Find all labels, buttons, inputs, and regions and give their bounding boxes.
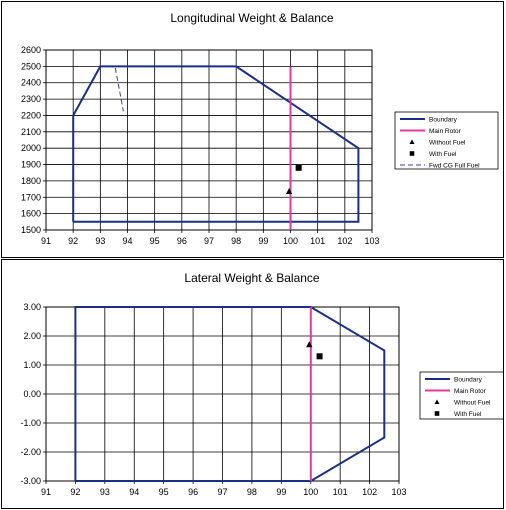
legend: Boundary Main Rotor Without Fuel With Fuel F… — [394, 111, 499, 170]
y-tick-label: 2400 — [21, 78, 41, 88]
plot-area-frame — [45, 49, 373, 231]
with-fuel-point — [316, 353, 323, 360]
longitudinal-chart: Longitudinal Weight & Balance 91 92 93 94 95 9… — [21, 11, 499, 246]
x-tick-label: 101 — [333, 487, 348, 497]
x-tick-label: 97 — [204, 236, 214, 246]
y-tick-label: 2300 — [21, 94, 41, 104]
x-tick-label: 94 — [129, 487, 139, 497]
x-tick-label: 95 — [159, 487, 169, 497]
x-tick-label: 94 — [122, 236, 132, 246]
y-tick-label: 2100 — [21, 127, 41, 137]
legend-swatch-with-fuel — [409, 151, 415, 156]
x-tick-label: 95 — [150, 236, 160, 246]
legend: Boundary Main Rotor Without Fuel With Fuel — [419, 371, 503, 420]
x-tick-label: 102 — [337, 236, 352, 246]
legend-label-main-rotor: Main Rotor — [429, 128, 462, 135]
x-tick-label: 93 — [95, 236, 105, 246]
x-tick-label: 99 — [258, 236, 268, 246]
legend-label-fwd-cg-full-fuel: Fwd CG Full Fuel — [429, 162, 480, 169]
x-tick-label: 97 — [217, 487, 227, 497]
x-tick-label: 103 — [364, 236, 379, 246]
x-tick-label: 93 — [100, 487, 110, 497]
legend-label-boundary: Boundary — [429, 116, 458, 123]
y-tick-label: 1700 — [21, 192, 41, 202]
y-tick-label: 1.00 — [23, 360, 41, 370]
legend-swatch-without-fuel — [434, 399, 440, 404]
y-tick-label: 1500 — [21, 225, 41, 235]
x-tick-label: 98 — [231, 236, 241, 246]
y-tick-label: 3.00 — [23, 302, 41, 312]
legend-label-with-fuel: With Fuel — [454, 411, 482, 418]
x-tick-label: 100 — [303, 487, 318, 497]
lateral-chart: Lateral Weight & Balance 91 92 93 94 95 96 97 98… — [20, 271, 503, 497]
y-tick-label: 2600 — [21, 45, 41, 55]
chart-title: Longitudinal Weight & Balance — [170, 11, 334, 25]
legend-label-with-fuel: With Fuel — [429, 151, 457, 158]
x-tick-label: 91 — [41, 236, 51, 246]
without-fuel-point — [285, 188, 293, 195]
x-tick-label: 102 — [362, 487, 377, 497]
x-tick-label: 92 — [70, 487, 80, 497]
legend-swatch-without-fuel — [409, 139, 415, 144]
legend-label-main-rotor: Main Rotor — [454, 388, 487, 395]
boundary-series-line — [72, 65, 360, 223]
y-tick-label: 2.00 — [23, 331, 41, 341]
chart-title: Lateral Weight & Balance — [184, 271, 320, 285]
y-tick-label: -3.00 — [20, 476, 41, 486]
lateral-chart-panel: Lateral Weight & Balance 91 92 93 94 95 96 97 98… — [1, 259, 504, 509]
y-tick-label: -1.00 — [20, 418, 41, 428]
x-tick-label: 101 — [310, 236, 325, 246]
x-tick-label: 91 — [41, 487, 51, 497]
legend-label-boundary: Boundary — [454, 376, 483, 383]
legend-label-without-fuel: Without Fuel — [429, 139, 466, 146]
y-tick-label: 1600 — [21, 209, 41, 219]
x-tick-label: 99 — [276, 487, 286, 497]
with-fuel-point — [295, 164, 302, 171]
x-tick-label: 98 — [247, 487, 257, 497]
x-tick-label: 96 — [188, 487, 198, 497]
y-tick-label: 2200 — [21, 110, 41, 120]
x-tick-label: 100 — [283, 236, 298, 246]
x-tick-label: 103 — [391, 487, 406, 497]
y-tick-label: 1900 — [21, 160, 41, 170]
x-tick-label: 92 — [68, 236, 78, 246]
without-fuel-point — [306, 341, 313, 348]
y-tick-label: 2000 — [21, 143, 41, 153]
y-tick-label: 2500 — [21, 61, 41, 71]
y-tick-label: 1800 — [21, 176, 41, 186]
y-tick-label: 0.00 — [23, 389, 41, 399]
legend-swatch-with-fuel — [434, 411, 440, 416]
longitudinal-chart-panel: Longitudinal Weight & Balance 91 92 93 94 95 9… — [1, 1, 504, 258]
y-tick-label: -2.00 — [20, 447, 41, 457]
fwd-cg-full-fuel-series-line — [114, 67, 124, 112]
legend-label-without-fuel: Without Fuel — [454, 399, 491, 406]
x-tick-label: 96 — [177, 236, 187, 246]
